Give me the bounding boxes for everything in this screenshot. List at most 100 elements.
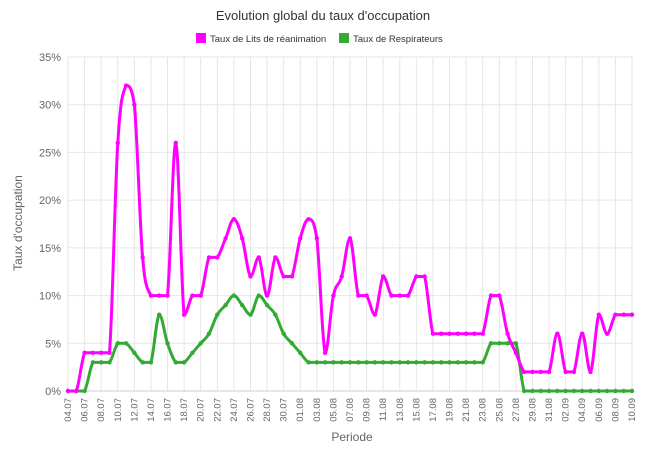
data-point[interactable] (173, 360, 179, 365)
data-point[interactable] (98, 360, 104, 365)
data-point[interactable] (555, 331, 560, 336)
data-point[interactable] (339, 360, 344, 365)
data-point[interactable] (98, 350, 104, 356)
data-point[interactable] (298, 350, 303, 356)
data-point[interactable] (463, 331, 469, 336)
data-point[interactable] (347, 236, 353, 241)
data-point[interactable] (331, 293, 336, 298)
data-point[interactable] (488, 341, 494, 346)
data-point[interactable] (74, 388, 79, 394)
data-point[interactable] (571, 388, 577, 394)
data-point[interactable] (430, 360, 436, 365)
data-point[interactable] (604, 388, 610, 394)
data-point[interactable] (157, 293, 162, 298)
data-point[interactable] (455, 360, 461, 365)
data-point[interactable] (397, 293, 402, 298)
data-point[interactable] (397, 360, 402, 365)
data-point[interactable] (439, 331, 444, 336)
data-point[interactable] (206, 255, 212, 260)
data-point[interactable] (289, 274, 295, 279)
data-point[interactable] (588, 388, 593, 394)
data-point[interactable] (389, 360, 394, 365)
data-point[interactable] (546, 369, 552, 375)
data-point[interactable] (563, 388, 568, 394)
data-point[interactable] (215, 312, 220, 317)
legend-item[interactable]: Taux de Respirateurs (339, 33, 443, 45)
data-point[interactable] (422, 274, 427, 279)
data-point[interactable] (273, 255, 278, 260)
data-point[interactable] (231, 293, 237, 298)
data-point[interactable] (248, 274, 253, 279)
data-point[interactable] (604, 331, 610, 336)
data-point[interactable] (181, 312, 187, 317)
data-point[interactable] (132, 350, 137, 356)
data-point[interactable] (82, 388, 87, 394)
data-point[interactable] (497, 341, 502, 346)
data-point[interactable] (430, 331, 436, 336)
data-point[interactable] (414, 274, 419, 279)
data-point[interactable] (148, 293, 154, 298)
data-point[interactable] (414, 360, 419, 365)
data-point[interactable] (372, 360, 378, 365)
data-point[interactable] (505, 341, 510, 346)
data-point[interactable] (306, 217, 311, 222)
data-point[interactable] (198, 341, 203, 346)
data-point[interactable] (298, 236, 303, 241)
data-point[interactable] (439, 360, 444, 365)
data-point[interactable] (264, 302, 270, 308)
data-point[interactable] (132, 102, 137, 107)
data-point[interactable] (107, 360, 112, 365)
data-point[interactable] (123, 83, 129, 88)
data-point[interactable] (123, 341, 129, 346)
data-point[interactable] (580, 331, 585, 336)
data-point[interactable] (331, 360, 336, 365)
data-point[interactable] (629, 388, 635, 394)
data-point[interactable] (364, 360, 369, 365)
data-point[interactable] (173, 140, 179, 146)
data-point[interactable] (90, 350, 96, 356)
data-point[interactable] (513, 350, 519, 356)
data-point[interactable] (165, 341, 170, 346)
data-point[interactable] (389, 293, 394, 298)
data-point[interactable] (497, 293, 502, 298)
data-point[interactable] (596, 388, 602, 394)
data-point[interactable] (629, 312, 635, 317)
data-point[interactable] (306, 360, 311, 365)
data-point[interactable] (206, 331, 212, 336)
data-point[interactable] (273, 312, 278, 317)
data-point[interactable] (90, 360, 96, 365)
data-point[interactable] (223, 302, 228, 308)
data-point[interactable] (107, 350, 112, 356)
data-point[interactable] (314, 360, 320, 365)
data-point[interactable] (165, 293, 170, 298)
data-point[interactable] (148, 360, 154, 365)
data-point[interactable] (380, 274, 386, 279)
data-point[interactable] (505, 331, 510, 336)
data-point[interactable] (596, 312, 602, 317)
data-point[interactable] (447, 331, 452, 336)
data-point[interactable] (190, 350, 195, 356)
data-point[interactable] (405, 293, 411, 298)
data-point[interactable] (621, 388, 626, 394)
data-point[interactable] (347, 360, 353, 365)
data-point[interactable] (480, 331, 485, 336)
data-point[interactable] (115, 140, 120, 146)
data-point[interactable] (555, 388, 560, 394)
data-point[interactable] (231, 217, 237, 222)
data-point[interactable] (530, 369, 535, 375)
data-point[interactable] (380, 360, 386, 365)
data-point[interactable] (248, 312, 253, 317)
data-point[interactable] (239, 302, 245, 308)
data-point[interactable] (364, 293, 369, 298)
data-point[interactable] (322, 360, 328, 365)
data-point[interactable] (281, 331, 286, 336)
data-point[interactable] (546, 388, 552, 394)
data-point[interactable] (322, 350, 328, 356)
data-point[interactable] (256, 255, 261, 260)
data-point[interactable] (563, 369, 568, 375)
data-point[interactable] (281, 274, 286, 279)
data-point[interactable] (356, 293, 361, 298)
data-point[interactable] (157, 312, 162, 317)
data-point[interactable] (521, 388, 527, 394)
data-point[interactable] (140, 360, 145, 365)
